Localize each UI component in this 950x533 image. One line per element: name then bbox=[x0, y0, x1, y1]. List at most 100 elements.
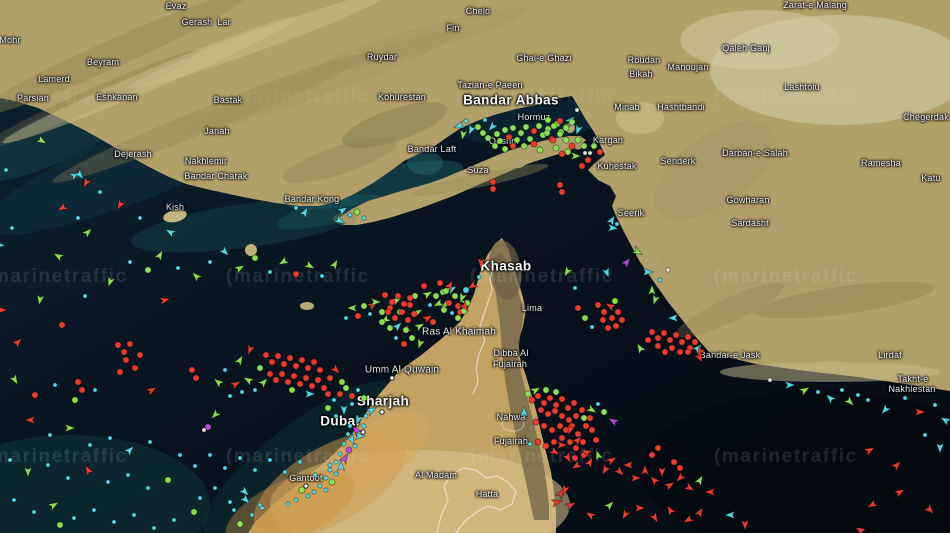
ship-marker[interactable] bbox=[10, 336, 24, 350]
ship-marker[interactable] bbox=[654, 342, 662, 350]
ship-marker[interactable] bbox=[892, 486, 906, 499]
ship-marker[interactable] bbox=[457, 291, 469, 304]
ship-marker[interactable] bbox=[364, 404, 378, 417]
ship-marker[interactable] bbox=[105, 275, 117, 288]
ship-marker[interactable] bbox=[691, 338, 699, 346]
ship-marker[interactable] bbox=[648, 451, 656, 459]
ship-marker[interactable] bbox=[80, 226, 94, 240]
ship-marker[interactable] bbox=[333, 459, 339, 465]
ship-marker[interactable] bbox=[440, 306, 448, 314]
ship-marker[interactable] bbox=[550, 438, 558, 446]
ship-marker[interactable] bbox=[564, 404, 572, 412]
ship-marker[interactable] bbox=[222, 367, 228, 373]
ship-marker[interactable] bbox=[678, 338, 686, 346]
ship-marker[interactable] bbox=[249, 512, 255, 518]
ship-marker[interactable] bbox=[406, 301, 414, 309]
ship-marker[interactable] bbox=[670, 458, 678, 466]
ship-marker[interactable] bbox=[587, 150, 593, 156]
ship-marker[interactable] bbox=[105, 479, 111, 485]
ship-marker[interactable] bbox=[107, 435, 113, 441]
ship-marker[interactable] bbox=[292, 270, 300, 278]
ship-marker[interactable] bbox=[580, 446, 594, 459]
ship-marker[interactable] bbox=[345, 303, 358, 313]
ship-marker[interactable] bbox=[233, 354, 245, 368]
ship-marker[interactable] bbox=[474, 123, 482, 131]
ship-marker[interactable] bbox=[674, 470, 688, 484]
ship-marker[interactable] bbox=[56, 521, 64, 529]
ship-marker[interactable] bbox=[451, 292, 459, 300]
ship-marker[interactable] bbox=[528, 396, 536, 404]
ship-marker[interactable] bbox=[404, 316, 412, 324]
ship-marker[interactable] bbox=[552, 388, 560, 396]
ship-marker[interactable] bbox=[192, 374, 200, 382]
ship-marker[interactable] bbox=[630, 245, 644, 257]
ship-marker[interactable] bbox=[454, 314, 462, 322]
ship-marker[interactable] bbox=[34, 134, 48, 146]
ship-marker[interactable] bbox=[465, 123, 478, 136]
ship-marker[interactable] bbox=[611, 297, 619, 305]
ship-marker[interactable] bbox=[116, 368, 124, 376]
ship-marker[interactable] bbox=[935, 442, 945, 455]
ship-marker[interactable] bbox=[378, 308, 386, 316]
ship-marker[interactable] bbox=[316, 366, 324, 374]
ship-marker[interactable] bbox=[147, 439, 153, 445]
ship-marker[interactable] bbox=[458, 299, 471, 313]
ship-marker[interactable] bbox=[676, 348, 684, 356]
ship-marker[interactable] bbox=[684, 348, 692, 356]
ship-marker[interactable] bbox=[87, 442, 93, 448]
ship-marker[interactable] bbox=[642, 267, 655, 277]
ship-marker[interactable] bbox=[370, 297, 383, 307]
ship-marker[interactable] bbox=[570, 151, 583, 161]
ship-marker[interactable] bbox=[519, 405, 529, 418]
ship-marker[interactable] bbox=[398, 308, 406, 316]
ship-marker[interactable] bbox=[207, 452, 213, 458]
ship-marker[interactable] bbox=[493, 130, 501, 138]
ship-marker[interactable] bbox=[534, 392, 542, 400]
ship-marker[interactable] bbox=[327, 462, 333, 468]
ship-marker[interactable] bbox=[56, 201, 70, 213]
ship-marker[interactable] bbox=[513, 136, 521, 144]
ship-marker[interactable] bbox=[0, 239, 7, 250]
ship-marker[interactable] bbox=[855, 392, 861, 398]
ship-marker[interactable] bbox=[327, 467, 333, 473]
ship-marker[interactable] bbox=[922, 502, 936, 516]
ship-marker[interactable] bbox=[274, 352, 282, 360]
ship-marker[interactable] bbox=[324, 404, 332, 412]
ship-marker[interactable] bbox=[345, 446, 353, 454]
ship-marker[interactable] bbox=[402, 326, 410, 334]
ship-marker[interactable] bbox=[427, 302, 433, 308]
ship-marker[interactable] bbox=[231, 507, 237, 513]
ship-marker[interactable] bbox=[589, 324, 595, 330]
ship-marker[interactable] bbox=[390, 320, 404, 334]
ship-marker[interactable] bbox=[432, 292, 440, 300]
ship-marker[interactable] bbox=[280, 360, 288, 368]
ship-marker[interactable] bbox=[530, 127, 538, 135]
ship-marker[interactable] bbox=[311, 489, 317, 495]
ship-marker[interactable] bbox=[353, 208, 361, 216]
ship-marker[interactable] bbox=[222, 465, 228, 471]
ship-marker[interactable] bbox=[305, 493, 311, 499]
ship-marker[interactable] bbox=[7, 457, 13, 463]
ship-marker[interactable] bbox=[565, 423, 577, 436]
ship-marker[interactable] bbox=[583, 456, 595, 470]
ship-marker[interactable] bbox=[593, 449, 605, 462]
ship-marker[interactable] bbox=[207, 259, 213, 265]
ship-marker[interactable] bbox=[489, 185, 497, 193]
ship-marker[interactable] bbox=[64, 423, 77, 433]
ship-marker[interactable] bbox=[505, 133, 513, 141]
ship-marker[interactable] bbox=[343, 315, 349, 321]
ship-marker[interactable] bbox=[592, 436, 600, 444]
ship-marker[interactable] bbox=[45, 462, 51, 468]
ship-marker[interactable] bbox=[824, 392, 838, 406]
ship-marker[interactable] bbox=[546, 394, 554, 402]
ship-marker[interactable] bbox=[332, 214, 346, 226]
ship-marker[interactable] bbox=[127, 259, 133, 265]
ship-marker[interactable] bbox=[320, 384, 328, 392]
ship-marker[interactable] bbox=[584, 509, 598, 522]
ship-marker[interactable] bbox=[97, 189, 103, 195]
ship-marker[interactable] bbox=[572, 412, 580, 420]
ship-marker[interactable] bbox=[854, 524, 868, 533]
ship-marker[interactable] bbox=[442, 287, 450, 295]
ship-marker[interactable] bbox=[378, 318, 386, 326]
ship-marker[interactable] bbox=[267, 457, 273, 463]
